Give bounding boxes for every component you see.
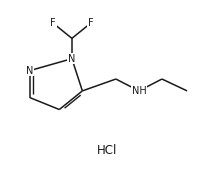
Text: N: N — [26, 66, 34, 76]
Text: NH: NH — [132, 86, 146, 96]
Text: F: F — [50, 18, 56, 28]
Text: HCl: HCl — [97, 144, 118, 157]
Text: F: F — [88, 18, 94, 28]
Text: N: N — [68, 54, 76, 64]
